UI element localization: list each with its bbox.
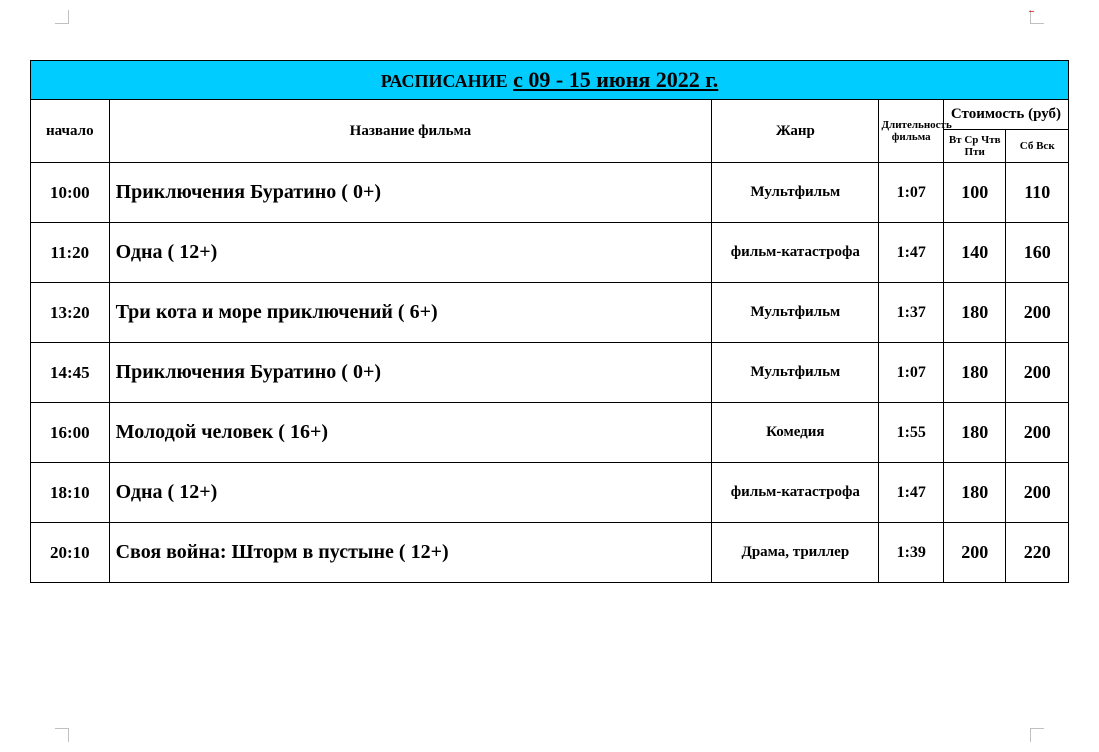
cell-genre: Мультфильм xyxy=(712,343,879,403)
cell-price-weekend: 200 xyxy=(1006,403,1069,463)
cell-price-weekday: 200 xyxy=(943,523,1005,583)
cell-duration: 1:07 xyxy=(879,163,943,223)
cell-title: Приключения Буратино ( 0+) xyxy=(109,343,712,403)
cell-genre: Драма, триллер xyxy=(712,523,879,583)
crop-mark-bl xyxy=(55,728,69,742)
schedule-title: РАСПИСАНИЕ с 09 - 15 июня 2022 г. xyxy=(31,61,1069,100)
table-row: 14:45Приключения Буратино ( 0+)Мультфиль… xyxy=(31,343,1069,403)
cell-duration: 1:37 xyxy=(879,283,943,343)
header-price-group: Стоимость (руб) xyxy=(943,100,1068,130)
cell-title: Молодой человек ( 16+) xyxy=(109,403,712,463)
cell-price-weekday: 180 xyxy=(943,403,1005,463)
cell-time: 20:10 xyxy=(31,523,110,583)
table-row: 10:00Приключения Буратино ( 0+)Мультфиль… xyxy=(31,163,1069,223)
cell-price-weekend: 200 xyxy=(1006,463,1069,523)
title-row: РАСПИСАНИЕ с 09 - 15 июня 2022 г. xyxy=(31,61,1069,100)
cell-duration: 1:47 xyxy=(879,463,943,523)
cell-price-weekday: 140 xyxy=(943,223,1005,283)
table-row: 16:00Молодой человек ( 16+)Комедия1:5518… xyxy=(31,403,1069,463)
cell-time: 14:45 xyxy=(31,343,110,403)
cell-time: 11:20 xyxy=(31,223,110,283)
cell-price-weekday: 100 xyxy=(943,163,1005,223)
cell-price-weekday: 180 xyxy=(943,283,1005,343)
cell-title: Приключения Буратино ( 0+) xyxy=(109,163,712,223)
crop-mark-br xyxy=(1030,728,1044,742)
cell-genre: фильм-катастрофа xyxy=(712,223,879,283)
header-row-1: начало Название фильма Жанр Длительность… xyxy=(31,100,1069,130)
cell-genre: Мультфильм xyxy=(712,283,879,343)
cell-genre: Мультфильм xyxy=(712,163,879,223)
cell-price-weekday: 180 xyxy=(943,463,1005,523)
cell-title: Три кота и море приключений ( 6+) xyxy=(109,283,712,343)
cell-genre: Комедия xyxy=(712,403,879,463)
page-mark-icon: – xyxy=(1029,6,1034,17)
cell-title: Одна ( 12+) xyxy=(109,223,712,283)
cell-title: Одна ( 12+) xyxy=(109,463,712,523)
cell-duration: 1:07 xyxy=(879,343,943,403)
cell-price-weekend: 200 xyxy=(1006,343,1069,403)
cell-duration: 1:39 xyxy=(879,523,943,583)
cell-price-weekend: 110 xyxy=(1006,163,1069,223)
header-price-weekday: Вт Ср Чтв Пти xyxy=(943,130,1005,163)
cell-duration: 1:47 xyxy=(879,223,943,283)
cell-title: Своя война: Шторм в пустыне ( 12+) xyxy=(109,523,712,583)
title-date-range: с 09 - 15 июня 2022 г. xyxy=(513,67,718,92)
cell-duration: 1:55 xyxy=(879,403,943,463)
cell-time: 10:00 xyxy=(31,163,110,223)
header-genre: Жанр xyxy=(712,100,879,163)
cell-time: 18:10 xyxy=(31,463,110,523)
table-row: 11:20Одна ( 12+)фильм-катастрофа1:471401… xyxy=(31,223,1069,283)
header-film-title: Название фильма xyxy=(109,100,712,163)
table-row: 20:10Своя война: Шторм в пустыне ( 12+)Д… xyxy=(31,523,1069,583)
cell-price-weekend: 220 xyxy=(1006,523,1069,583)
cell-price-weekend: 160 xyxy=(1006,223,1069,283)
crop-mark-tl xyxy=(55,10,69,24)
title-prefix: РАСПИСАНИЕ xyxy=(381,71,508,91)
header-duration: Длительность фильма xyxy=(879,100,943,163)
header-start: начало xyxy=(31,100,110,163)
schedule-table: РАСПИСАНИЕ с 09 - 15 июня 2022 г. начало… xyxy=(30,60,1069,583)
table-row: 18:10Одна ( 12+)фильм-катастрофа1:471802… xyxy=(31,463,1069,523)
header-price-weekend: Сб Вск xyxy=(1006,130,1069,163)
cell-time: 13:20 xyxy=(31,283,110,343)
cell-price-weekday: 180 xyxy=(943,343,1005,403)
cell-genre: фильм-катастрофа xyxy=(712,463,879,523)
table-row: 13:20Три кота и море приключений ( 6+)Му… xyxy=(31,283,1069,343)
cell-time: 16:00 xyxy=(31,403,110,463)
cell-price-weekend: 200 xyxy=(1006,283,1069,343)
